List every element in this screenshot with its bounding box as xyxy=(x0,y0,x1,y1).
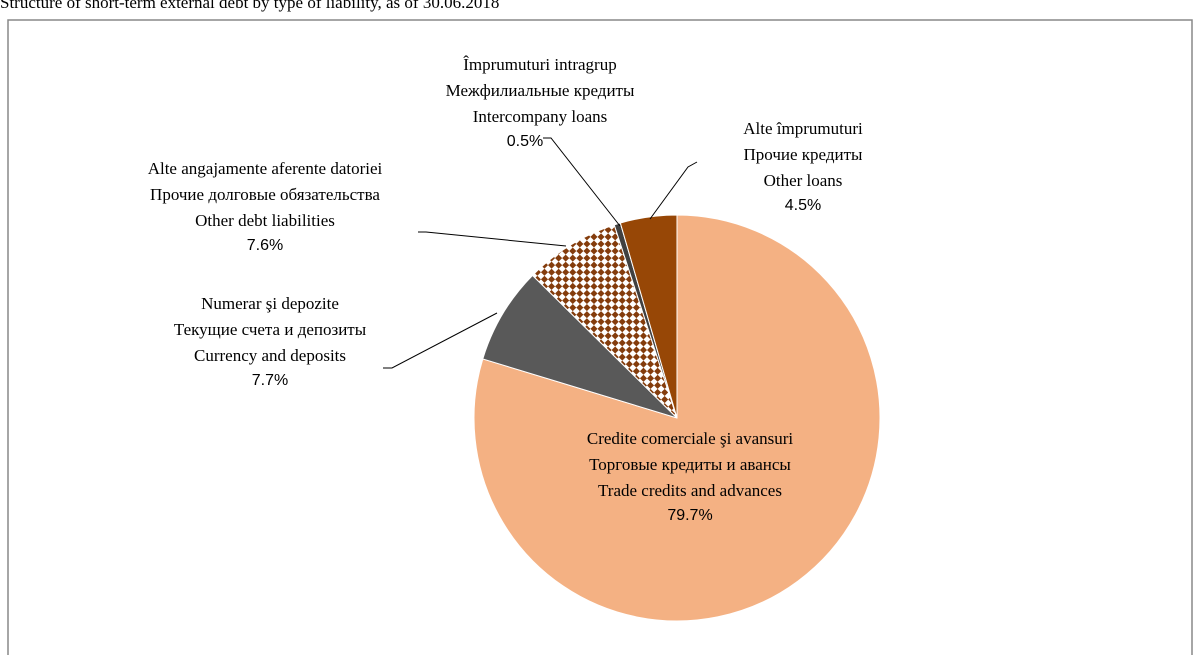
slice-label: Alte angajamente aferente datoriei xyxy=(148,159,383,178)
slice-label: Текущие счета и депозиты xyxy=(174,320,367,339)
leader-line xyxy=(383,312,498,369)
slice-label: Împrumuturi intragrup xyxy=(463,55,616,74)
value-label: 7.7% xyxy=(252,372,288,389)
value-label: 79.7% xyxy=(667,507,712,524)
pie-slice xyxy=(619,214,678,419)
chart-title: Structure of short-term external debt by… xyxy=(0,0,499,12)
leader-line xyxy=(543,137,621,227)
leader-line xyxy=(418,231,567,247)
slice-label: Межфилиальные кредиты xyxy=(446,81,635,100)
slice-label: Alte împrumuturi xyxy=(743,119,863,138)
slice-label: Прочие долговые обязательства xyxy=(150,185,380,204)
pie-slice xyxy=(482,274,678,419)
slice-label: Other loans xyxy=(764,171,843,190)
slice-label: Credite comerciale şi avansuri xyxy=(587,429,794,448)
slice-label: Currency and deposits xyxy=(194,346,346,365)
value-label: 0.5% xyxy=(507,133,543,150)
slice-label: Intercompany loans xyxy=(473,107,608,126)
slice-label: Торговые кредиты и авансы xyxy=(589,455,791,474)
slice-label: Прочие кредиты xyxy=(744,145,864,164)
pie-slice xyxy=(531,224,678,419)
slice-label: Numerar şi depozite xyxy=(201,294,339,313)
leader-line xyxy=(649,161,698,220)
value-label: 7.6% xyxy=(247,237,283,254)
slice-label: Trade credits and advances xyxy=(598,481,782,500)
value-label: 4.5% xyxy=(785,197,821,214)
chart-frame xyxy=(7,19,1193,655)
slice-label: Other debt liabilities xyxy=(195,211,335,230)
